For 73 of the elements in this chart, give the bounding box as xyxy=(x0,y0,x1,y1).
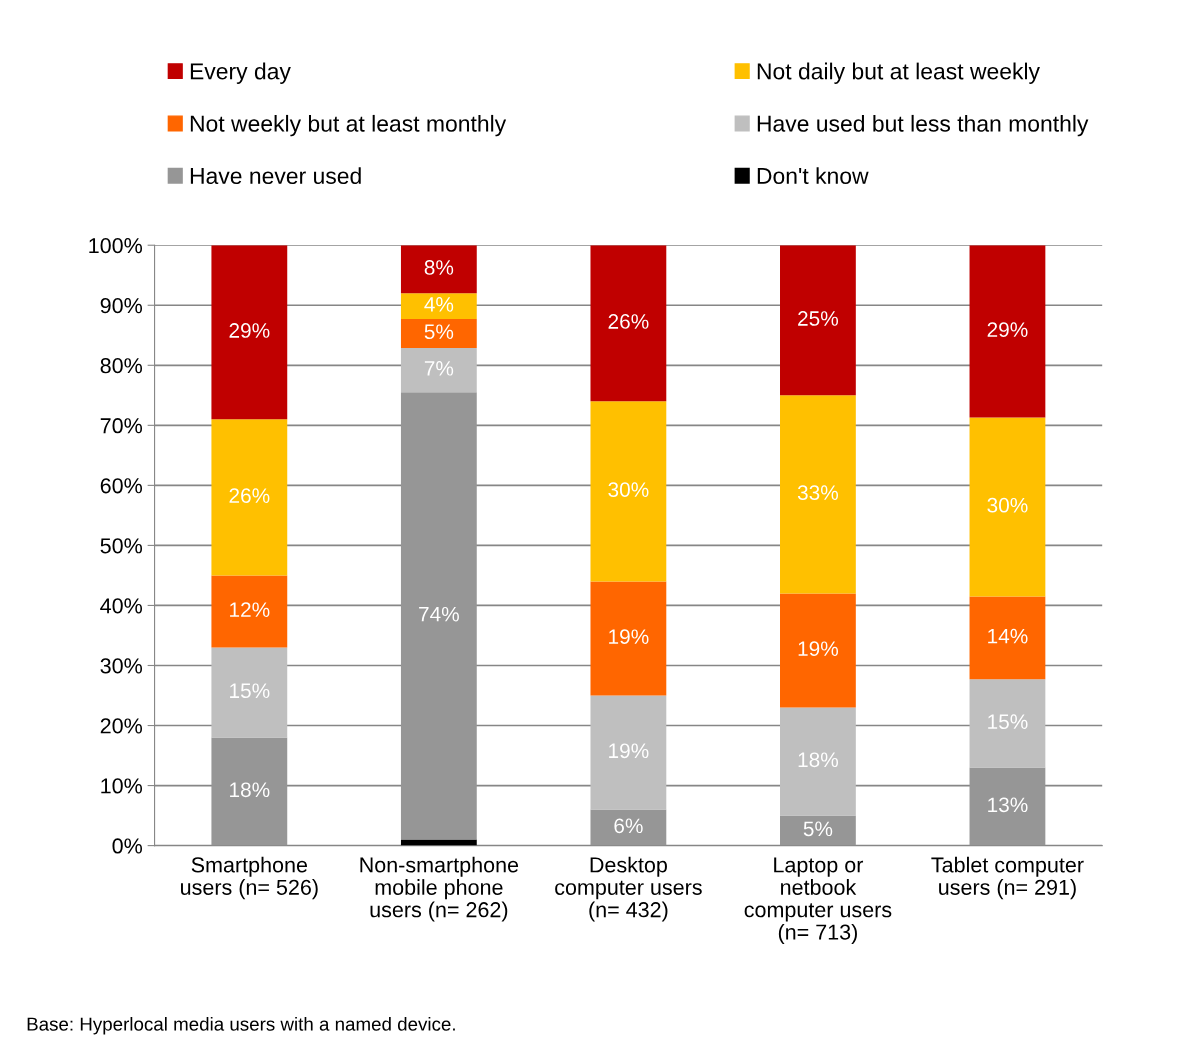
data-label: 15% xyxy=(230,683,270,699)
data-label: 19% xyxy=(609,743,649,759)
data-label: 33% xyxy=(797,485,839,500)
y-tick-label: 100% xyxy=(89,237,142,254)
bar xyxy=(590,809,667,846)
data-label: 26% xyxy=(229,488,270,503)
bar xyxy=(969,417,1046,597)
bar xyxy=(211,419,288,576)
bar xyxy=(590,245,667,402)
bar xyxy=(400,347,477,393)
data-label: 18% xyxy=(798,752,839,768)
y-tick-label: 50% xyxy=(100,538,142,554)
data-label: 12% xyxy=(230,602,270,617)
x-tick-label: Laptop or netbook computer users (n= 713) xyxy=(744,857,892,944)
y-tick-label: 20% xyxy=(100,718,142,734)
data-label: 7% xyxy=(424,361,454,376)
x-tick-label: Tablet computer users (n= 291) xyxy=(931,856,1084,900)
legend-label: Not daily but at least weekly xyxy=(757,62,1040,84)
data-label: 14% xyxy=(988,628,1028,644)
y-tick-label: 40% xyxy=(100,598,142,614)
bar xyxy=(400,245,477,294)
data-label: 5% xyxy=(424,324,454,340)
y-tick-label: 10% xyxy=(101,778,142,794)
data-label: 26% xyxy=(608,314,649,329)
bar xyxy=(780,245,856,396)
data-label: 30% xyxy=(608,482,649,497)
data-label: 29% xyxy=(229,323,270,338)
y-tick-label: 90% xyxy=(100,298,142,314)
bar xyxy=(969,596,1046,680)
y-tick-label: 30% xyxy=(100,658,142,674)
x-tick-label: Non-smartphone mobile phone users (n= 262) xyxy=(360,856,519,922)
bar xyxy=(780,395,856,594)
data-label: 19% xyxy=(798,641,839,657)
data-label: 25% xyxy=(798,311,839,326)
data-label: 29% xyxy=(987,322,1028,337)
data-label: 8% xyxy=(424,260,454,275)
bar xyxy=(590,695,667,810)
bar xyxy=(211,245,288,420)
bar xyxy=(590,401,667,582)
legend-label: Don't know xyxy=(757,167,869,185)
bar xyxy=(780,815,856,846)
legend-label: Not weekly but at least monthly xyxy=(190,114,507,137)
x-tick-label: Smartphone users (n= 526) xyxy=(181,856,318,900)
data-label: 74% xyxy=(419,606,459,622)
bar xyxy=(969,245,1046,418)
bar xyxy=(590,581,667,696)
data-label: 5% xyxy=(803,821,833,837)
bar xyxy=(969,679,1046,768)
bar xyxy=(780,707,856,816)
bar xyxy=(211,647,288,738)
bar xyxy=(211,575,288,648)
bar xyxy=(400,319,477,348)
y-tick-label: 60% xyxy=(100,478,142,494)
bar xyxy=(969,767,1046,846)
data-label: 19% xyxy=(609,629,649,645)
y-tick-label: 0% xyxy=(112,838,142,854)
bar xyxy=(400,293,477,320)
legend-label: Every day xyxy=(190,62,291,84)
legend-label: Have used but less than monthly xyxy=(757,114,1089,137)
y-tick-label: 70% xyxy=(100,418,142,434)
data-label: 6% xyxy=(614,818,643,834)
data-label: 13% xyxy=(988,797,1028,813)
data-label: 30% xyxy=(987,497,1028,513)
bar xyxy=(780,593,856,708)
legend-label: Have never used xyxy=(190,167,361,185)
y-tick-label: 80% xyxy=(100,358,142,374)
x-tick-label: Desktop computer users (n= 432) xyxy=(555,856,702,922)
data-label: 15% xyxy=(988,714,1028,730)
text: Base: Hyperlocal media users with a named device. xyxy=(27,1016,455,1035)
data-label: 18% xyxy=(230,782,270,798)
bar xyxy=(400,392,477,840)
bar xyxy=(211,737,288,846)
data-label: 4% xyxy=(424,297,454,312)
